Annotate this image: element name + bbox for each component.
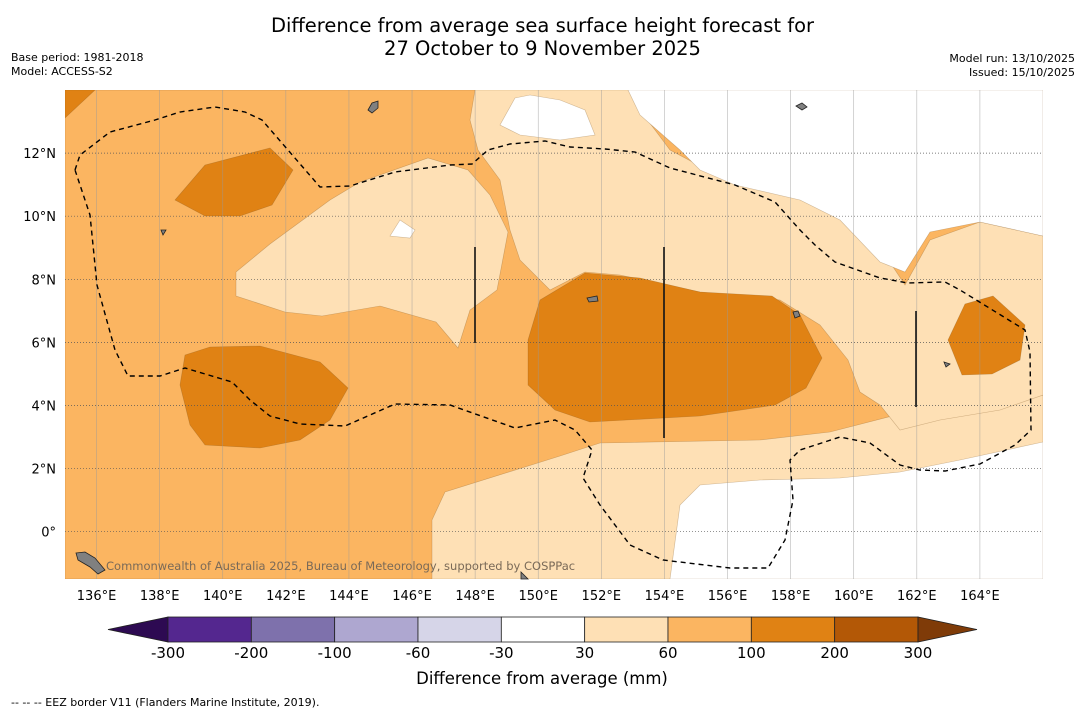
colorbar-tick-label: -200 [234, 644, 268, 662]
x-tick-label: 164°E [960, 589, 1000, 604]
colorbar-bin [500, 616, 586, 643]
map-area [65, 90, 1043, 579]
y-tick-label: 6°N [32, 336, 57, 351]
colorbar-tick-label: -30 [489, 644, 514, 662]
region-north-light-band [235, 157, 509, 349]
chart-title: Difference from average sea surface heig… [0, 14, 1085, 60]
region-northwest-corner [65, 90, 96, 119]
colorbar-extend-high [917, 616, 978, 643]
colorbar-label: Difference from average (mm) [416, 669, 668, 688]
x-tick-label: 138°E [140, 589, 180, 604]
y-tick-label: 2°N [32, 463, 57, 478]
region-south-neutral [669, 441, 1043, 579]
y-tick-label: 4°N [32, 399, 57, 414]
region-west-high [179, 345, 349, 449]
colorbar-bin [250, 616, 336, 643]
x-tick-label: 144°E [329, 589, 369, 604]
x-tick-label: 156°E [708, 589, 748, 604]
eez-border [74, 106, 1032, 569]
colorbar-tick-label: 200 [820, 644, 849, 662]
model-name: Model: ACCESS-S2 [11, 65, 113, 78]
region-north-neutral-spot [389, 219, 416, 239]
colorbar-tick-label: 100 [737, 644, 766, 662]
x-tick-label: 142°E [266, 589, 306, 604]
colorbar-extend-low [107, 616, 169, 643]
x-tick-label: 154°E [645, 589, 685, 604]
land-masses [75, 100, 951, 580]
colorbar-bin [334, 616, 419, 643]
colorbar-tick-label: -300 [151, 644, 185, 662]
x-tick-label: 148°E [455, 589, 495, 604]
eez-footnote: -- -- -- EEZ border V11 (Flanders Marine… [11, 696, 320, 709]
y-tick-label: 8°N [32, 273, 57, 288]
colorbar-tick-label: -60 [406, 644, 431, 662]
colorbar-bin [834, 616, 919, 643]
meta-left: Base period: 1981-2018 Model: ACCESS-S2 [11, 51, 143, 79]
base-period: Base period: 1981-2018 [11, 51, 144, 64]
x-tick-label: 162°E [897, 589, 937, 604]
region-north-neutral-dip [499, 94, 596, 141]
x-tick-label: 160°E [834, 589, 874, 604]
colorbar-bin [667, 616, 752, 643]
colorbar-bin [167, 616, 252, 643]
y-tick-label: 10°N [23, 210, 56, 225]
colorbar-tick-label: 60 [658, 644, 677, 662]
title-line-1: Difference from average sea surface heig… [270, 14, 815, 37]
issued-date: Issued: 15/10/2025 [968, 66, 1075, 79]
copyright-note: Commonwealth of Australia 2025, Bureau o… [106, 559, 576, 573]
colorbar-tick-label: -100 [318, 644, 352, 662]
grid-horizontal [65, 152, 1043, 533]
section-markers [474, 247, 917, 438]
x-tick-label: 152°E [582, 589, 622, 604]
colorbar-bin [750, 616, 836, 643]
colorbar-bin [584, 616, 669, 643]
colorbar-tick-label: 300 [904, 644, 933, 662]
colorbar: -300 -200 -100 -60 -30 30 60 100 200 300 [107, 616, 978, 662]
meta-right: Model run: 13/10/2025 Issued: 15/10/2025 [949, 52, 1075, 80]
x-axis-labels: 136°E 138°E 140°E 142°E 144°E 146°E 148°E 150°E… [77, 589, 1000, 604]
model-run: Model run: 13/10/2025 [949, 52, 1075, 65]
y-tick-label: 12°N [23, 147, 56, 162]
x-tick-label: 136°E [77, 589, 117, 604]
title-line-2: 27 October to 9 November 2025 [384, 37, 701, 60]
region-northwest-high [174, 147, 294, 217]
y-axis-labels: 0° 2°N 4°N 6°N 8°N 10°N 12°N [23, 147, 56, 541]
colorbar-bin [417, 616, 502, 643]
x-tick-label: 140°E [203, 589, 243, 604]
x-tick-label: 150°E [518, 589, 558, 604]
y-tick-label: 0° [41, 526, 56, 541]
x-tick-label: 146°E [392, 589, 432, 604]
x-tick-label: 158°E [771, 589, 811, 604]
colorbar-tick-label: 30 [575, 644, 594, 662]
